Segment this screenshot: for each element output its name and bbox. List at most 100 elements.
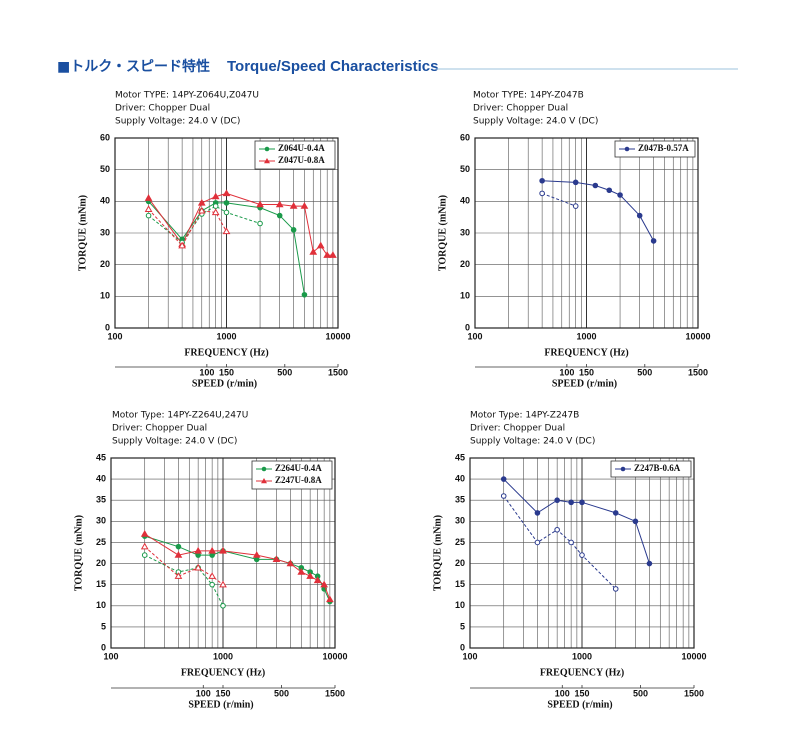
speed-tick-label: 100 xyxy=(555,688,570,698)
legend-box xyxy=(610,460,692,478)
series-line xyxy=(542,180,655,242)
y-tick-label: 30 xyxy=(455,516,465,526)
data-point xyxy=(636,212,643,219)
plot-frame xyxy=(114,137,339,329)
motor-info: Driver: Chopper Dual xyxy=(473,104,568,114)
motor-info: Driver: Chopper Dual xyxy=(115,104,210,114)
data-point xyxy=(323,251,332,258)
data-point xyxy=(568,499,574,506)
y-tick-label: 5 xyxy=(101,621,106,631)
y-tick-label: 40 xyxy=(100,196,110,206)
motor-info: Supply Voltage: 24.0 V (DC) xyxy=(115,117,240,127)
data-point xyxy=(197,206,206,214)
x-tick-label: 10000 xyxy=(685,331,710,341)
y-tick-label: 50 xyxy=(100,164,110,174)
motor-info: Motor Type: 14PY-Z247B xyxy=(470,411,579,421)
y-tick-label: 60 xyxy=(460,132,470,142)
speed-axis-label: SPEED (r/min) xyxy=(547,699,612,710)
data-point xyxy=(276,212,283,219)
x-tick-label: 100 xyxy=(103,651,118,661)
data-point xyxy=(286,559,295,567)
speed-tick-label: 100 xyxy=(559,367,574,377)
y-tick-label: 30 xyxy=(460,227,470,237)
series-line xyxy=(503,495,617,590)
data-point xyxy=(140,529,149,537)
speed-tick-label: 150 xyxy=(215,688,230,698)
data-point xyxy=(144,205,153,212)
y-tick-label: 40 xyxy=(96,473,106,483)
data-point xyxy=(572,203,579,209)
data-point xyxy=(209,581,215,588)
data-point xyxy=(140,542,149,550)
speed-tick-label: 1500 xyxy=(684,688,704,698)
speed-tick-label: 500 xyxy=(274,688,289,698)
x-axis-label: FREQUENCY (Hz) xyxy=(540,667,624,678)
speed-tick-label: 500 xyxy=(277,367,292,377)
data-point xyxy=(320,580,329,588)
series-line xyxy=(144,554,224,607)
legend-box xyxy=(254,140,336,170)
y-tick-label: 15 xyxy=(96,579,106,589)
legend-box xyxy=(251,460,333,490)
data-point xyxy=(222,227,231,235)
speed-axis-label: SPEED (r/min) xyxy=(188,699,253,710)
x-tick-label: 1000 xyxy=(213,651,233,661)
data-point xyxy=(313,576,322,584)
data-point xyxy=(197,198,206,206)
y-tick-label: 10 xyxy=(100,291,110,301)
plot-frame xyxy=(469,457,695,649)
data-point xyxy=(290,227,297,233)
data-point xyxy=(554,497,560,504)
y-tick-label: 60 xyxy=(100,132,110,142)
data-point xyxy=(208,572,217,579)
legend-label: Z247B-0.6A xyxy=(634,463,681,473)
x-tick-label: 100 xyxy=(462,651,477,661)
y-tick-label: 25 xyxy=(96,537,106,547)
data-point xyxy=(568,539,574,546)
y-axis-label: TORQUE (mNm) xyxy=(73,515,84,591)
speed-tick-label: 1500 xyxy=(688,367,708,377)
data-point xyxy=(646,560,653,567)
motor-info: Driver: Chopper Dual xyxy=(112,424,207,434)
y-tick-label: 45 xyxy=(455,452,465,462)
legend-marker xyxy=(264,146,270,152)
data-point xyxy=(223,200,230,206)
y-tick-label: 0 xyxy=(465,322,470,332)
speed-tick-label: 1500 xyxy=(328,367,348,377)
x-axis-label: FREQUENCY (Hz) xyxy=(181,667,265,678)
title-en: Torque/Speed Characteristics xyxy=(227,58,438,75)
series-line xyxy=(503,478,650,564)
data-point xyxy=(500,493,507,499)
y-axis-label: TORQUE (mNm) xyxy=(77,195,88,271)
data-point xyxy=(326,595,334,603)
legend-label: Z064U-0.4A xyxy=(278,143,325,153)
motor-info: Motor TYPE: 14PY-Z047B xyxy=(473,91,584,101)
legend-marker xyxy=(264,158,270,164)
data-point xyxy=(208,546,217,554)
y-tick-label: 10 xyxy=(455,600,465,610)
speed-tick-label: 150 xyxy=(574,688,589,698)
x-tick-label: 10000 xyxy=(681,651,706,661)
data-point xyxy=(579,552,585,558)
y-tick-label: 20 xyxy=(96,558,106,568)
data-point xyxy=(220,602,226,609)
y-tick-label: 0 xyxy=(105,322,110,332)
title-jp: ■トルク・スピード特性 xyxy=(57,58,210,75)
data-point xyxy=(223,209,230,216)
x-tick-label: 100 xyxy=(467,331,482,341)
data-point xyxy=(252,551,261,558)
y-tick-label: 20 xyxy=(460,259,470,269)
x-axis-label: FREQUENCY (Hz) xyxy=(544,347,628,358)
data-point xyxy=(144,194,153,201)
data-point xyxy=(145,212,152,219)
series-line xyxy=(148,192,333,256)
y-tick-label: 0 xyxy=(101,642,106,652)
data-point xyxy=(500,476,507,482)
data-point xyxy=(309,247,318,255)
motor-info: Supply Voltage: 24.0 V (DC) xyxy=(112,437,237,447)
data-point xyxy=(174,551,183,558)
data-point xyxy=(301,291,308,298)
data-point xyxy=(329,251,337,258)
data-point xyxy=(539,190,545,197)
data-point xyxy=(632,518,639,525)
